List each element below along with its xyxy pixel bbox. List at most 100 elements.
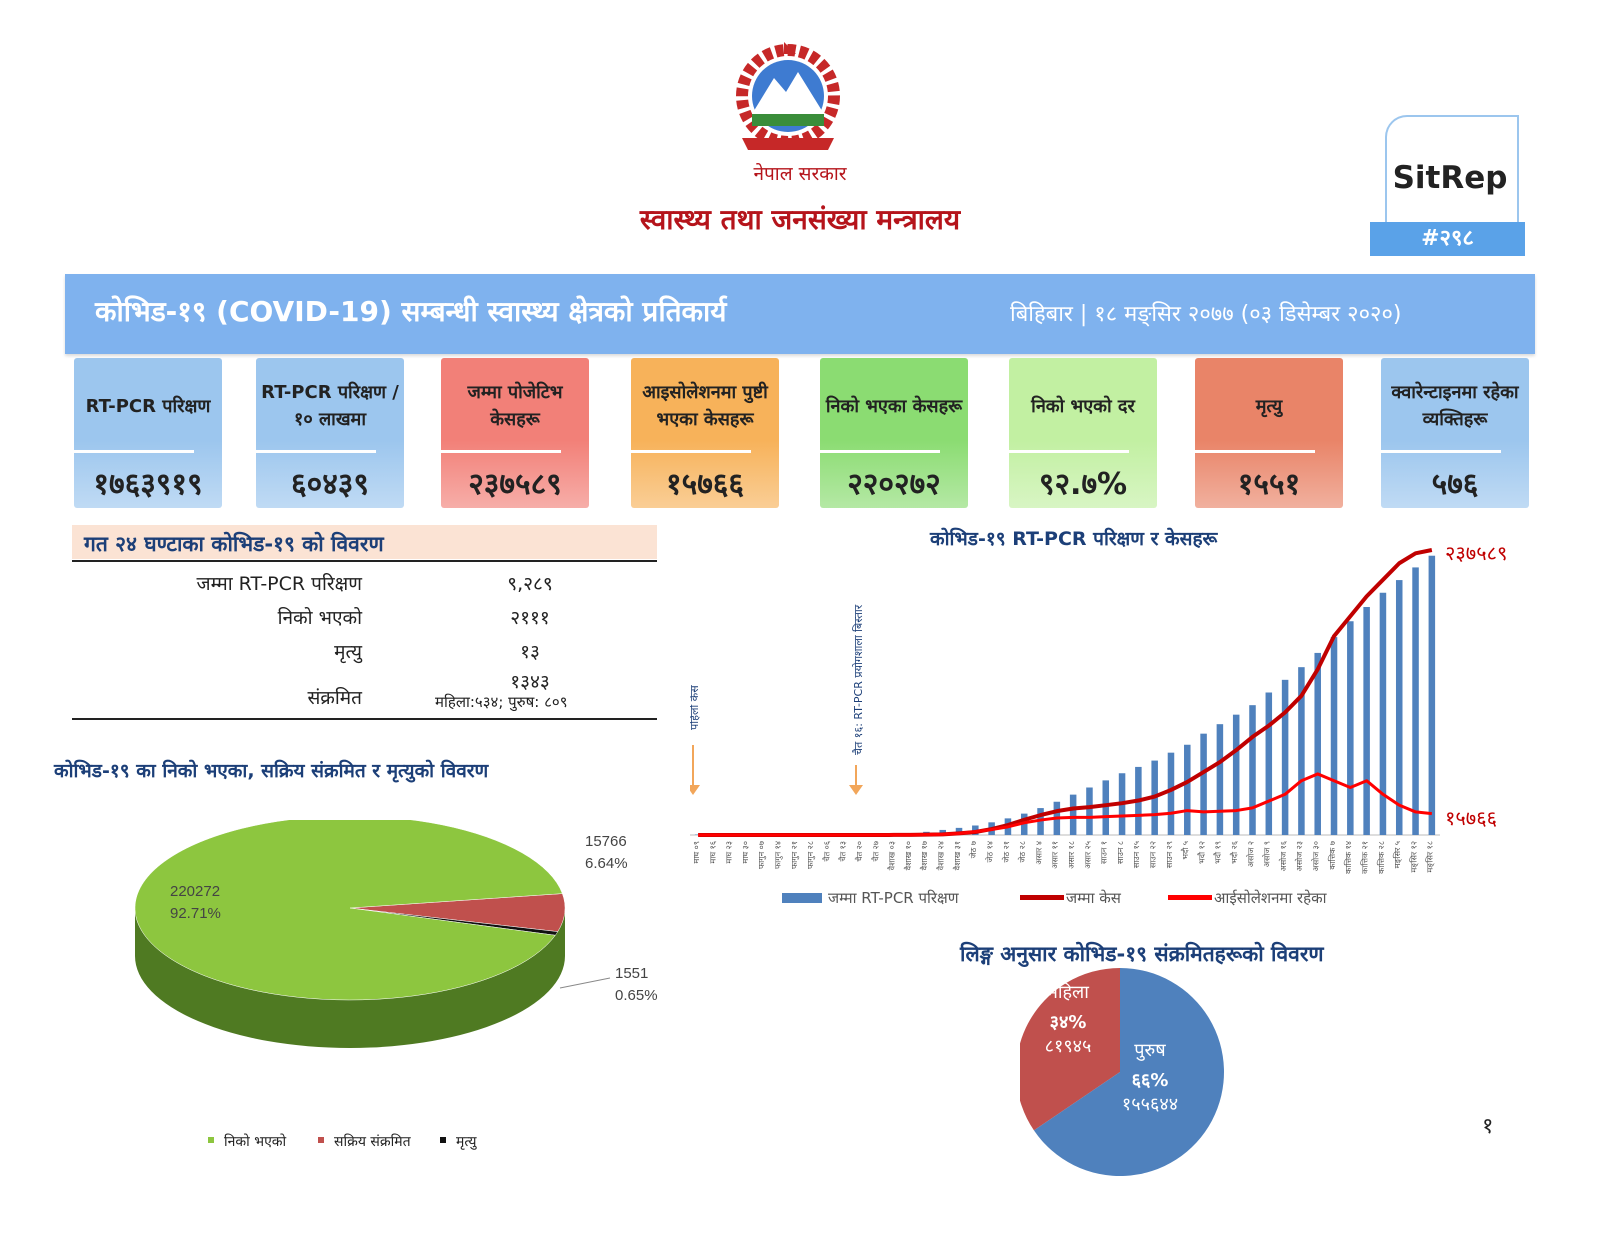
x-tick-label: असार ११ bbox=[1051, 841, 1060, 869]
pie-value-label: 220272 bbox=[170, 883, 220, 900]
x-tick-label: असार ४ bbox=[1034, 841, 1043, 865]
legend-label: जम्मा केस bbox=[1066, 889, 1122, 907]
gender-name-label: महिला bbox=[1047, 981, 1089, 1003]
pie-value-label: 15766 bbox=[585, 833, 627, 850]
last24-row-value: १३ bbox=[520, 641, 540, 663]
x-tick-label: जेठ २८ bbox=[1017, 841, 1027, 862]
x-tick-label: असार २५ bbox=[1083, 841, 1092, 869]
sitrep-badge bbox=[1385, 115, 1519, 227]
legend-label: आईसोलेशनमा रहेका bbox=[1214, 889, 1328, 907]
legend-swatch bbox=[1020, 895, 1064, 900]
last24-row-label: निको भएको bbox=[277, 607, 362, 629]
test-bar bbox=[1379, 592, 1387, 835]
legend-label: सक्रिय संक्रमित bbox=[334, 1133, 412, 1150]
legend-swatch bbox=[782, 893, 822, 903]
government-name: नेपाल सरकार bbox=[753, 163, 847, 185]
table-rule-top bbox=[72, 560, 657, 562]
kpi-label: RT-PCR परिक्षण /१० लाखमा bbox=[261, 382, 399, 430]
test-bar bbox=[1102, 780, 1110, 835]
last24-row-value: ९,२८९ bbox=[507, 573, 553, 595]
last24-row-label: संक्रमित bbox=[307, 687, 362, 709]
x-tick-label: जेठ २१ bbox=[1001, 841, 1011, 862]
sitrep-number: #२९८ bbox=[1370, 222, 1525, 256]
test-bar bbox=[694, 834, 702, 835]
kpi-divider bbox=[631, 450, 751, 453]
end-label-isolation: १५७६६ bbox=[1445, 806, 1497, 830]
banner-date: बिहिबार | १८ मङ्सिर २०७७ (०३ डिसेम्बर २०… bbox=[1010, 302, 1402, 327]
test-bar bbox=[1395, 580, 1403, 835]
x-tick-label: साउन २९ bbox=[1165, 841, 1174, 868]
last24-row-value: २१११ bbox=[510, 607, 550, 629]
kpi-card-isolation: आइसोलेशनमा पुष्टी भएका केसहरू १५७६६ bbox=[631, 358, 779, 508]
kpi-card-total-positive: जम्मा पोजेटिभ केसहरू २३७५८९ bbox=[441, 358, 589, 508]
test-bar bbox=[1330, 637, 1338, 835]
x-tick-label: वैशाख ३१ bbox=[952, 841, 962, 870]
x-tick-label: माघ ०९ bbox=[692, 841, 701, 863]
test-bar bbox=[1281, 679, 1289, 835]
kpi-label: मृत्यु bbox=[1255, 395, 1283, 417]
legend-swatch bbox=[318, 1137, 324, 1143]
kpi-value: १७६३९१९ bbox=[93, 467, 203, 502]
legend-swatch bbox=[1168, 895, 1212, 900]
ministry-name: स्वास्थ्य तथा जनसंख्या मन्त्रालय bbox=[639, 203, 961, 236]
nepal-emblem-logo bbox=[736, 42, 840, 150]
kpi-value: ९२.७% bbox=[1038, 467, 1128, 502]
x-tick-label: भदौ ५ bbox=[1180, 841, 1190, 860]
pie-pct-label: 6.64% bbox=[585, 855, 628, 872]
kpi-divider bbox=[1009, 450, 1129, 453]
test-bar bbox=[1232, 714, 1240, 835]
test-bar bbox=[1363, 607, 1370, 835]
x-tick-label: जेठ १४ bbox=[984, 841, 994, 862]
x-tick-label: फागुन २८ bbox=[806, 841, 816, 869]
test-bar bbox=[1167, 752, 1175, 835]
isolation-line bbox=[698, 772, 1433, 837]
x-tick-label: वैशाख १० bbox=[903, 841, 913, 870]
kpi-label: RT-PCR परिक्षण bbox=[85, 395, 211, 417]
test-bar bbox=[1412, 567, 1419, 835]
kpi-label: जम्मा पोजेटिभ केसहरू bbox=[467, 382, 563, 430]
x-tick-label: चैत १३ bbox=[838, 841, 848, 862]
total-cases-line bbox=[698, 548, 1433, 837]
gender-count-label: ८१९४५ bbox=[1045, 1036, 1092, 1057]
x-tick-label: कात्तिक २८ bbox=[1376, 841, 1386, 874]
title-banner bbox=[65, 274, 1535, 354]
x-tick-label: भदौ १९ bbox=[1213, 841, 1223, 864]
kpi-label: निको भएका केसहरू bbox=[825, 395, 963, 417]
end-label-total-cases: २३७५८९ bbox=[1445, 545, 1507, 565]
x-tick-label: असोज ३० bbox=[1311, 841, 1321, 871]
legend-label: निको भएको bbox=[224, 1133, 287, 1150]
test-bar bbox=[1347, 621, 1354, 835]
legend-label: मृत्यु bbox=[456, 1134, 478, 1150]
kpi-card-rtpcr-tests: RT-PCR परिक्षण १७६३९१९ bbox=[74, 358, 222, 508]
x-tick-label: असोज १६ bbox=[1278, 841, 1288, 871]
kpi-value: १५७६६ bbox=[666, 467, 744, 502]
test-bar bbox=[1069, 794, 1077, 835]
page-number: १ bbox=[1482, 1114, 1494, 1139]
gender-name-label: पुरुष bbox=[1134, 1040, 1166, 1061]
x-tick-label: वैशाख १७ bbox=[919, 841, 929, 870]
test-bar bbox=[1200, 733, 1207, 835]
last24-row-label: मृत्यु bbox=[334, 641, 362, 663]
x-tick-label: फागुन २१ bbox=[790, 841, 800, 869]
kpi-value: ६०४३९ bbox=[291, 467, 369, 502]
pie-slice-2 bbox=[134, 820, 563, 1001]
gender-slice-female bbox=[1020, 968, 1120, 1131]
table-rule-bottom bbox=[72, 718, 657, 720]
pie-pct-label: 0.65% bbox=[615, 987, 658, 1004]
x-tick-label: माघ १६ bbox=[708, 841, 717, 863]
test-bar bbox=[1265, 692, 1273, 835]
annotation-lab-expansion: चैत १६: RT-PCR प्रयोगशाला बिस्तार bbox=[852, 604, 865, 755]
x-tick-label: फागुन १४ bbox=[773, 841, 783, 869]
gender-pie-title: लिङ्ग अनुसार कोभिड-१९ संक्रमितहरूको विवर… bbox=[960, 942, 1324, 966]
x-tick-label: कात्तिक २१ bbox=[1359, 841, 1369, 874]
x-tick-label: माघ ३० bbox=[741, 841, 750, 863]
pie-leader-line bbox=[559, 977, 611, 989]
x-tick-label: कात्तिक १४ bbox=[1343, 841, 1353, 874]
kpi-value: ५७६ bbox=[1431, 467, 1479, 502]
kpi-value: २३७५८९ bbox=[468, 467, 562, 502]
x-tick-label: चैत २७ bbox=[870, 841, 880, 862]
banner-title: कोभिड-१९ (COVID-19) सम्बन्धी स्वास्थ्य क… bbox=[95, 295, 727, 328]
pie-pct-label: 92.71% bbox=[170, 905, 221, 922]
annotation-first-case: पहिलो केस bbox=[690, 685, 701, 730]
x-tick-label: असोज २३ bbox=[1294, 841, 1304, 871]
